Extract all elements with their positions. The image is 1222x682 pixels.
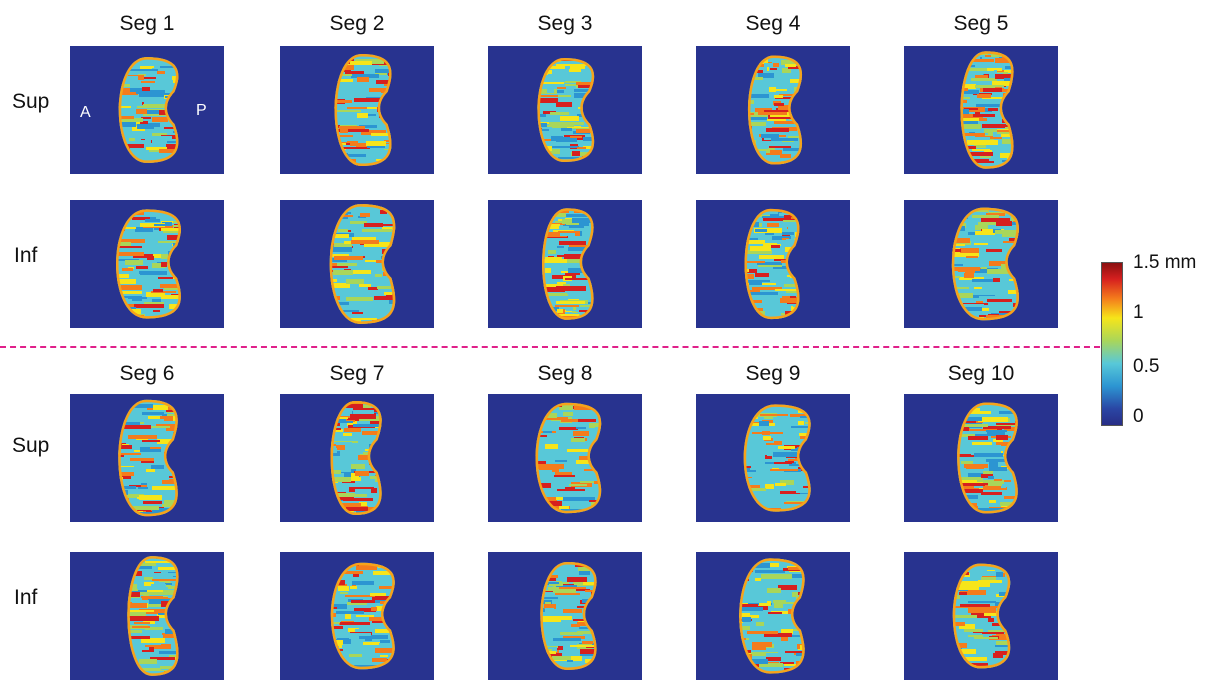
posterior-label: P bbox=[196, 102, 207, 119]
colorbar-label-0: 0 bbox=[1133, 406, 1144, 427]
thickness-map-seg-10-sup bbox=[904, 394, 1058, 522]
colorbar-label-half: 0.5 bbox=[1133, 356, 1160, 377]
thickness-map-seg-5-inf bbox=[904, 200, 1058, 328]
colorbar bbox=[1101, 262, 1123, 426]
section-divider bbox=[0, 346, 1100, 348]
thickness-map-seg-9-inf bbox=[696, 552, 850, 680]
seg-3-title: Seg 3 bbox=[537, 12, 593, 35]
seg-7-title: Seg 7 bbox=[329, 362, 385, 385]
seg-5-title: Seg 5 bbox=[953, 12, 1009, 35]
row-label-sup-1: Sup bbox=[12, 90, 50, 113]
thickness-map-seg-1-inf bbox=[70, 200, 224, 328]
seg-1-title: Seg 1 bbox=[119, 12, 175, 35]
thickness-map-seg-8-sup bbox=[488, 394, 642, 522]
anterior-label: A bbox=[80, 104, 91, 121]
seg-8-title: Seg 8 bbox=[537, 362, 593, 385]
colorbar-label-1: 1 bbox=[1133, 302, 1144, 323]
seg-2-title: Seg 2 bbox=[329, 12, 385, 35]
row-label-inf-2: Inf bbox=[14, 586, 38, 609]
thickness-map-seg-7-sup bbox=[280, 394, 434, 522]
thickness-map-seg-9-sup bbox=[696, 394, 850, 522]
thickness-map-seg-10-inf bbox=[904, 552, 1058, 680]
row-label-inf-1: Inf bbox=[14, 244, 38, 267]
thickness-map-seg-4-sup bbox=[696, 46, 850, 174]
row-label-sup-2: Sup bbox=[12, 434, 50, 457]
thickness-map-seg-6-sup bbox=[70, 394, 224, 522]
thickness-map-seg-4-inf bbox=[696, 200, 850, 328]
thickness-map-seg-3-inf bbox=[488, 200, 642, 328]
thickness-map-seg-7-inf bbox=[280, 552, 434, 680]
seg-10-title: Seg 10 bbox=[947, 362, 1015, 385]
thickness-map-seg-5-sup bbox=[904, 46, 1058, 174]
seg-9-title: Seg 9 bbox=[745, 362, 801, 385]
thickness-map-seg-3-sup bbox=[488, 46, 642, 174]
thickness-map-seg-6-inf bbox=[70, 552, 224, 680]
seg-4-title: Seg 4 bbox=[745, 12, 801, 35]
seg-6-title: Seg 6 bbox=[119, 362, 175, 385]
thickness-map-seg-2-inf bbox=[280, 200, 434, 328]
colorbar-label-max: 1.5 mm bbox=[1133, 252, 1197, 273]
thickness-map-seg-2-sup bbox=[280, 46, 434, 174]
thickness-map-seg-8-inf bbox=[488, 552, 642, 680]
thickness-map-seg-1-sup bbox=[70, 46, 224, 174]
